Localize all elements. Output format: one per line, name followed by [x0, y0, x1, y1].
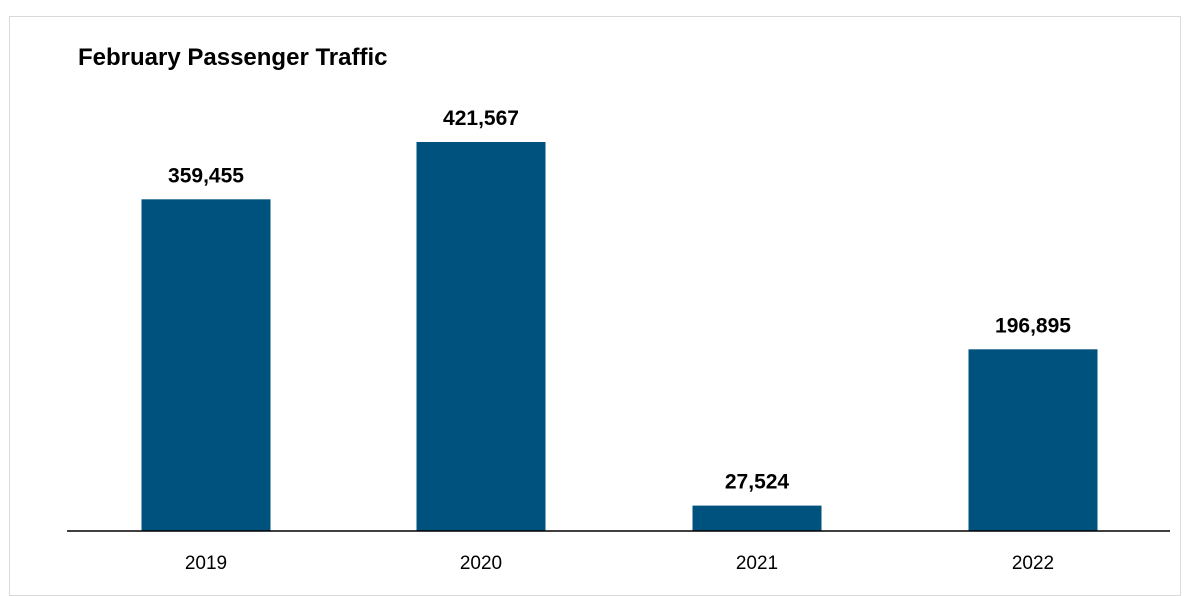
data-label-2020: 421,567	[443, 107, 519, 130]
x-tick-label-2021: 2021	[736, 553, 778, 574]
bar-2022	[968, 349, 1098, 531]
x-tick-labels-group: 2019 2020 2021 2022	[185, 553, 1054, 574]
data-labels-group: 359,455 421,567 27,524 196,895	[168, 107, 1071, 494]
data-label-2019: 359,455	[168, 164, 244, 187]
data-label-2022: 196,895	[995, 314, 1071, 337]
bar-2021	[692, 505, 822, 531]
chart-title: February Passenger Traffic	[78, 44, 387, 71]
bar-chart: February Passenger Traffic 359,455 421,56…	[67, 44, 1170, 574]
data-label-2021: 27,524	[725, 471, 790, 494]
x-tick-label-2022: 2022	[1012, 553, 1054, 574]
bars-group	[141, 142, 1098, 531]
bar-2020	[416, 142, 546, 531]
bar-2019	[141, 199, 271, 531]
x-tick-label-2019: 2019	[185, 553, 227, 574]
x-tick-label-2020: 2020	[460, 553, 502, 574]
